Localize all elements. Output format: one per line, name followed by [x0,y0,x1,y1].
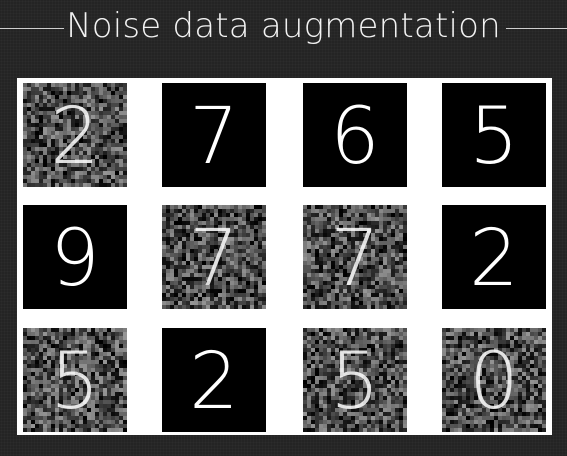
digit-tile: 0 [442,328,546,432]
digit-glyph: 7 [189,92,239,182]
digit-image: 5 [442,83,546,187]
digit-image: 5 [23,328,127,432]
digit-tile: 2 [162,328,266,432]
digit-tile: 5 [442,83,546,187]
tile-background [442,83,546,187]
digit-tile: 5 [23,328,127,432]
sample-grid-panel: 2 7 6 5 9 7 7 2 5 2 5 0 [17,78,552,435]
digit-image: 5 [303,328,407,432]
tile-background [23,205,127,309]
digit-tile: 7 [162,205,266,309]
digit-image: 2 [23,83,127,187]
digit-glyph: 0 [469,337,519,427]
digit-tile: 5 [303,328,407,432]
digit-glyph: 9 [50,214,100,304]
tile-background [303,83,407,187]
digit-image: 7 [162,205,266,309]
digit-tile: 6 [303,83,407,187]
digit-glyph: 2 [469,214,519,304]
digit-tile: 2 [23,83,127,187]
digit-glyph: 7 [330,214,380,304]
noise-layer [23,83,127,187]
digit-tile: 7 [303,205,407,309]
title-rule-left [0,28,64,29]
digit-glyph: 5 [330,337,380,427]
digit-tile: 9 [23,205,127,309]
noise-layer [303,328,407,432]
digit-glyph: 5 [50,337,100,427]
digit-tile: 2 [442,205,546,309]
tile-background [162,83,266,187]
digit-image: 7 [303,205,407,309]
digit-image: 2 [442,205,546,309]
digit-glyph: 6 [330,92,380,182]
noise-layer [303,205,407,309]
noise-layer [23,328,127,432]
digit-image: 2 [162,328,266,432]
digit-image: 9 [23,205,127,309]
digit-glyph: 2 [50,92,100,182]
tile-background [442,205,546,309]
digit-image: 0 [442,328,546,432]
digit-glyph: 7 [189,214,239,304]
digit-image: 7 [162,83,266,187]
title-rule-right [506,28,567,29]
tile-background [162,328,266,432]
page-title: Noise data augmentation [66,6,501,46]
digit-glyph: 2 [189,337,239,427]
digit-glyph: 5 [469,92,519,182]
digit-tile: 7 [162,83,266,187]
noise-layer [162,205,266,309]
noise-layer [442,328,546,432]
digit-image: 6 [303,83,407,187]
